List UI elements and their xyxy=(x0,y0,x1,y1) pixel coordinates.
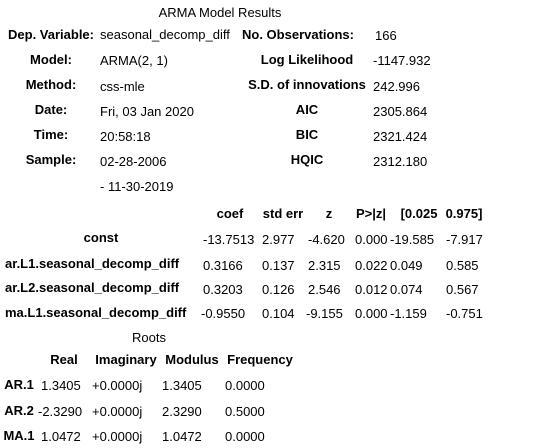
modulus-cell: 2.3290 xyxy=(162,404,202,419)
frequency-cell: 0.5000 xyxy=(225,404,265,419)
n-observations-value: 166 xyxy=(375,28,397,43)
ci-upper-header: 0.975] xyxy=(445,206,483,221)
z-cell: 2.546 xyxy=(308,282,341,297)
ci-lower-cell: -19.585 xyxy=(390,232,435,247)
root-name: AR.2 xyxy=(4,403,34,418)
p-value-cell: 0.000 xyxy=(355,232,388,247)
aic-value: 2305.864 xyxy=(373,104,428,119)
aic-label: AIC xyxy=(295,102,319,117)
ci-upper-cell: 0.585 xyxy=(446,258,479,273)
log-likelihood-value: -1147.932 xyxy=(373,53,431,68)
sample-label: Sample: xyxy=(25,152,77,167)
frequency-cell: 0.0000 xyxy=(225,378,265,393)
real-cell: 1.0472 xyxy=(41,429,81,444)
hqic-value: 2312.180 xyxy=(373,154,428,169)
dep-variable-label: Dep. Variable: xyxy=(8,27,94,42)
modulus-header: Modulus xyxy=(165,352,219,367)
z-cell: -9.155 xyxy=(306,306,343,321)
coef-cell: 0.3203 xyxy=(203,282,243,297)
std-err-header: std err xyxy=(262,206,304,221)
ci-lower-header: [0.025 xyxy=(400,206,438,221)
imaginary-cell: +0.0000j xyxy=(92,378,143,393)
modulus-cell: 1.0472 xyxy=(162,429,202,444)
coef-cell: 0.3166 xyxy=(203,258,243,273)
coef-cell: -13.7513 xyxy=(203,232,255,247)
coef-row-name: const xyxy=(83,230,119,245)
hqic-label: HQIC xyxy=(290,152,324,167)
bic-value: 2321.424 xyxy=(373,129,428,144)
date-value: Fri, 03 Jan 2020 xyxy=(100,104,194,119)
p-value-cell: 0.012 xyxy=(355,282,388,297)
model-label: Model: xyxy=(30,52,72,67)
modulus-cell: 1.3405 xyxy=(162,378,202,393)
ci-lower-cell: -1.159 xyxy=(390,306,427,321)
p-value-cell: 0.000 xyxy=(355,306,388,321)
frequency-cell: 0.0000 xyxy=(225,429,265,444)
ci-lower-cell: 0.049 xyxy=(390,258,423,273)
std-err-cell: 0.126 xyxy=(262,282,295,297)
coef-cell: -0.9550 xyxy=(201,306,246,321)
coef-row-name: ma.L1.seasonal_decomp_diff xyxy=(5,305,187,320)
std-err-cell: 0.104 xyxy=(262,306,295,321)
n-observations-label: No. Observations: xyxy=(242,27,354,42)
p-value-cell: 0.022 xyxy=(355,258,388,273)
coef-row-name: ar.L2.seasonal_decomp_diff xyxy=(5,280,180,295)
ci-upper-cell: -0.751 xyxy=(446,306,483,321)
std-err-cell: 0.137 xyxy=(262,258,295,273)
bic-label: BIC xyxy=(295,127,319,142)
log-likelihood-label: Log Likelihood xyxy=(260,52,354,67)
imaginary-cell: +0.0000j xyxy=(92,429,143,444)
time-label: Time: xyxy=(33,127,69,142)
frequency-header: Frequency xyxy=(227,352,293,367)
dep-variable-value: seasonal_decomp_diff xyxy=(100,27,230,42)
summary-title: ARMA Model Results xyxy=(158,5,282,20)
method-label: Method: xyxy=(25,77,77,92)
ci-upper-cell: -7.917 xyxy=(446,232,483,247)
real-cell: -2.3290 xyxy=(38,404,83,419)
real-cell: 1.3405 xyxy=(41,378,81,393)
z-cell: 2.315 xyxy=(308,258,341,273)
time-value: 20:58:18 xyxy=(100,129,151,144)
roots-title: Roots xyxy=(132,330,166,345)
coef-row-name: ar.L1.seasonal_decomp_diff xyxy=(5,256,180,271)
z-cell: -4.620 xyxy=(308,232,345,247)
ci-lower-cell: 0.074 xyxy=(390,282,423,297)
real-header: Real xyxy=(50,352,78,367)
root-name: MA.1 xyxy=(3,428,35,443)
coef-header: coef xyxy=(216,206,244,221)
root-name: AR.1 xyxy=(4,377,34,392)
date-label: Date: xyxy=(34,102,68,117)
sd-innovations-label: S.D. of innovations xyxy=(248,77,366,92)
z-header: z xyxy=(325,206,333,221)
method-value: css-mle xyxy=(100,79,145,94)
sd-innovations-value: 242.996 xyxy=(373,79,420,94)
imaginary-header: Imaginary xyxy=(95,352,157,367)
ci-upper-cell: 0.567 xyxy=(446,282,479,297)
sample-end-value: - 11-30-2019 xyxy=(100,179,174,194)
model-value: ARMA(2, 1) xyxy=(100,53,168,68)
imaginary-cell: +0.0000j xyxy=(92,404,143,419)
std-err-cell: 2.977 xyxy=(262,232,295,247)
sample-start-value: 02-28-2006 xyxy=(100,154,167,169)
p-value-header: P>|z| xyxy=(355,206,387,221)
